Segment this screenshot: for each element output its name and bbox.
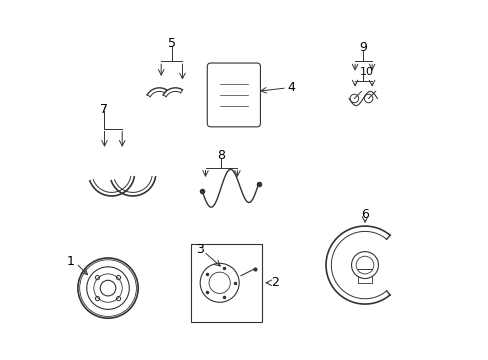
Text: 3: 3 <box>196 243 203 256</box>
Text: 9: 9 <box>359 41 366 54</box>
Text: 8: 8 <box>217 149 225 162</box>
Text: 6: 6 <box>360 208 368 221</box>
Bar <box>191 244 262 322</box>
Text: 5: 5 <box>167 37 176 50</box>
Text: 10: 10 <box>359 67 373 77</box>
Text: 2: 2 <box>270 276 278 289</box>
Text: 7: 7 <box>101 103 108 116</box>
Text: 1: 1 <box>67 255 75 268</box>
Text: 4: 4 <box>286 81 294 94</box>
